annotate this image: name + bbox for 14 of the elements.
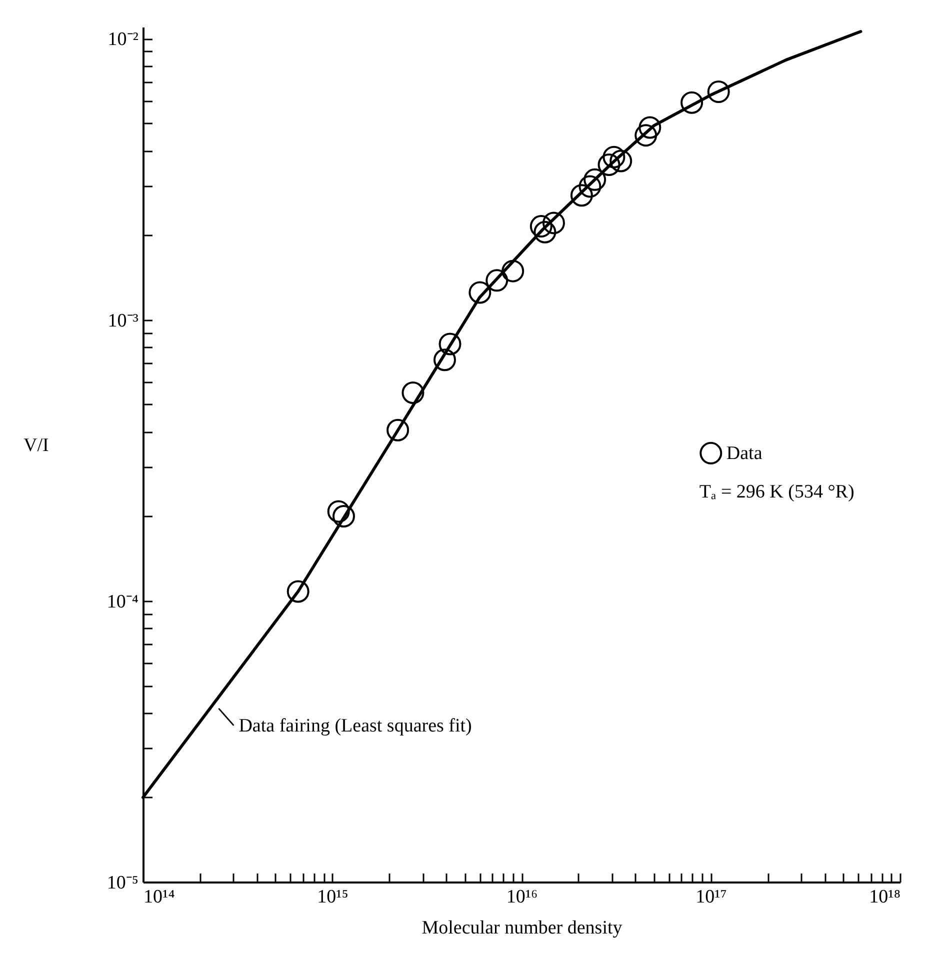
x-axis-title: Molecular number density <box>422 918 623 938</box>
y-tick-label: 10⁻⁵ <box>106 872 138 894</box>
y-tick-label: 10⁻² <box>108 29 139 50</box>
y-tick-label: 10⁻⁴ <box>106 591 139 612</box>
x-tick-label: 10¹⁷ <box>696 886 727 908</box>
x-tick-label: 10¹⁸ <box>869 886 900 908</box>
x-tick-label: 10¹⁶ <box>506 886 538 908</box>
x-tick-label: 10¹⁵ <box>317 886 348 908</box>
y-axis-title: V/I <box>24 435 49 456</box>
legend-label: Data <box>726 443 763 464</box>
annotation: Tₐ = 296 K (534 °R) <box>699 482 854 503</box>
x-tick-label: 10¹⁴ <box>144 886 176 908</box>
annotation: Data fairing (Least squares fit) <box>238 715 472 736</box>
y-tick-label: 10⁻³ <box>108 310 139 332</box>
